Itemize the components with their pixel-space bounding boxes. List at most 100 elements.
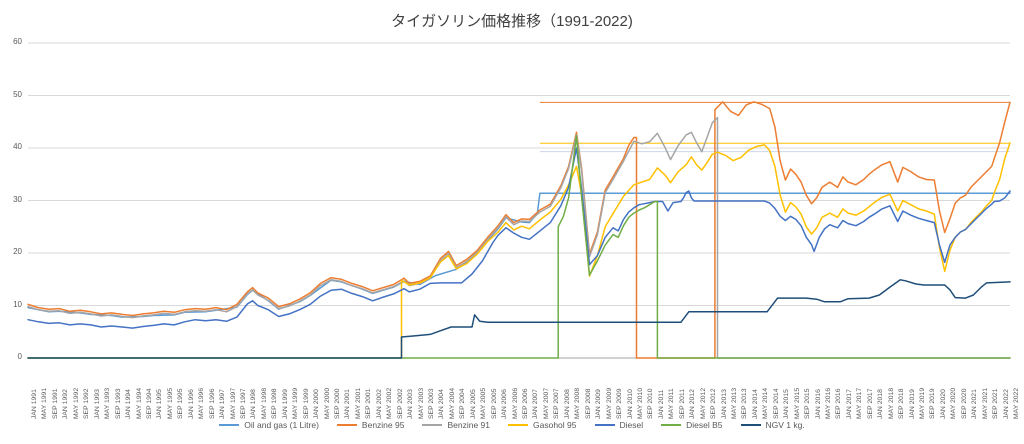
- y-axis-label: 60: [13, 37, 22, 46]
- x-axis-label: MAY 2004: [448, 387, 456, 419]
- x-axis-label: MAY 1995: [166, 387, 174, 419]
- x-axis-label: SEP 2021: [992, 388, 1000, 420]
- x-axis-label: SEP 2011: [678, 389, 686, 419]
- legend-label: Diesel B5: [686, 420, 723, 430]
- legend-item: Gasohol 95: [508, 420, 577, 430]
- x-axis-label: SEP 2015: [804, 388, 812, 420]
- x-axis-label: MAY 2012: [699, 387, 707, 419]
- x-axis-label: JAN 2020: [939, 389, 947, 419]
- x-axis-label: SEP 2006: [522, 388, 529, 420]
- x-axis-label: SEP 2003: [428, 388, 435, 420]
- x-axis-label: JAN 2015: [783, 389, 791, 419]
- x-axis-label: MAY 2015: [793, 387, 801, 419]
- x-axis-label: MAY 1996: [198, 387, 206, 419]
- x-axis-label: JAN 2018: [877, 389, 885, 419]
- x-axis-label: MAY 2000: [323, 387, 331, 419]
- x-axis-label: SEP 2014: [772, 388, 780, 420]
- x-axis-label: JAN 2005: [469, 389, 477, 419]
- series-line: [27, 147, 1011, 329]
- legend-label: Gasohol 95: [533, 420, 577, 430]
- x-axis-label: JAN 2007: [532, 389, 540, 419]
- x-axis-label: MAY 2016: [825, 387, 832, 419]
- x-axis-label: JAN 1997: [219, 389, 226, 419]
- x-axis-label: SEP 1999: [302, 388, 310, 420]
- x-axis-label: MAY 2008: [574, 387, 582, 419]
- legend-line-swatch: [508, 424, 529, 426]
- x-axis-label: MAY 2010: [636, 387, 644, 419]
- x-axis-label: MAY 1997: [229, 387, 237, 419]
- x-axis-label: SEP 2016: [835, 388, 843, 420]
- x-axis-label: JAN 2021: [971, 389, 979, 419]
- x-axis-label: MAY 2022: [1013, 387, 1020, 419]
- x-axis-label: MAY 2017: [856, 387, 864, 419]
- x-axis-label: MAY 1998: [260, 387, 268, 419]
- legend-item: Diesel B5: [661, 420, 723, 430]
- x-axis-label: JAN 2010: [626, 389, 634, 419]
- x-axis-label: MAY 2021: [981, 387, 989, 419]
- x-axis-label: JAN 1992: [62, 389, 70, 419]
- x-axis-label: SEP 2000: [334, 388, 341, 420]
- x-axis-label: MAY 2013: [730, 387, 738, 419]
- x-axis-label: JAN 2012: [689, 389, 697, 419]
- x-axis-label: SEP 2001: [365, 388, 373, 420]
- y-axis-label: 0: [17, 352, 22, 361]
- x-axis-label: MAY 2019: [919, 387, 926, 419]
- x-axis-label: JAN 2008: [563, 389, 571, 419]
- series-line: [27, 142, 1011, 359]
- x-axis-label: MAY 2002: [386, 387, 394, 419]
- x-axis-label: JAN 2004: [438, 389, 446, 419]
- x-axis-label: MAY 2014: [762, 387, 770, 419]
- x-axis-label: JAN 2003: [407, 389, 415, 419]
- x-axis-label: SEP 2002: [396, 388, 404, 420]
- x-axis-label: SEP 1995: [177, 388, 185, 420]
- x-axis-label: MAY 2006: [511, 387, 519, 419]
- x-axis-label: SEP 1996: [208, 388, 216, 420]
- y-axis-label: 30: [13, 195, 22, 204]
- x-axis-label: JAN 1998: [250, 389, 258, 419]
- series-line: [27, 135, 1011, 359]
- x-axis-label: SEP 2018: [898, 388, 906, 420]
- legend-item: Oil and gas (1 Litre): [219, 420, 319, 430]
- series-line: [27, 279, 1011, 359]
- y-axis-label: 10: [13, 300, 22, 309]
- legend-item: Benzine 91: [422, 420, 490, 430]
- x-axis-label: JAN 1999: [281, 389, 289, 419]
- legend-line-swatch: [740, 424, 761, 426]
- legend-line-swatch: [594, 424, 615, 426]
- x-axis-label: MAY 2005: [480, 387, 488, 419]
- x-axis-label: MAY 2001: [354, 387, 362, 419]
- x-axis-label: MAY 1991: [41, 387, 49, 419]
- x-axis-label: JAN 1994: [125, 389, 132, 419]
- x-axis-label: SEP 1992: [83, 388, 91, 420]
- legend-label: Benzine 91: [447, 420, 491, 430]
- legend: Oil and gas (1 Litre) Benzine 95 Benzine 9…: [0, 420, 1024, 430]
- series-line: [27, 101, 1011, 359]
- x-axis-label: SEP 2017: [866, 388, 874, 420]
- x-axis-label: JAN 1991: [31, 389, 38, 419]
- y-axis-label: 20: [13, 247, 22, 256]
- chart-title: タイガソリン価格推移（1991-2022): [391, 13, 633, 30]
- x-axis-label: SEP 1997: [239, 388, 247, 420]
- x-axis-label: JAN 2013: [720, 389, 728, 419]
- x-axis-label: SEP 2020: [960, 388, 968, 420]
- legend-line-swatch: [661, 424, 682, 426]
- x-axis-label: SEP 2008: [584, 388, 592, 420]
- x-axis-label: JAN 1996: [187, 389, 195, 419]
- x-axis-label: SEP 2013: [741, 388, 749, 420]
- x-axis-label: JAN 2000: [313, 389, 321, 419]
- x-axis-label: JAN 2011: [657, 389, 665, 419]
- legend-label: Diesel: [619, 420, 644, 430]
- x-axis-label: MAY 1994: [135, 387, 143, 419]
- x-axis-label: JAN 2006: [501, 389, 509, 419]
- x-axis-label: MAY 2007: [542, 387, 550, 419]
- x-axis-label: SEP 2009: [616, 388, 623, 420]
- x-axis-label: MAY 1999: [292, 387, 300, 419]
- legend-item: Benzine 95: [336, 420, 404, 430]
- x-axis-label: SEP 2007: [553, 388, 561, 420]
- x-axis-label: JAN 2022: [1002, 389, 1010, 419]
- x-axis-label: SEP 1993: [114, 388, 122, 420]
- x-axis-label: SEP 1994: [145, 388, 153, 420]
- x-axis-label: JAN 2017: [845, 389, 853, 419]
- x-axis-label: JAN 2019: [908, 389, 916, 419]
